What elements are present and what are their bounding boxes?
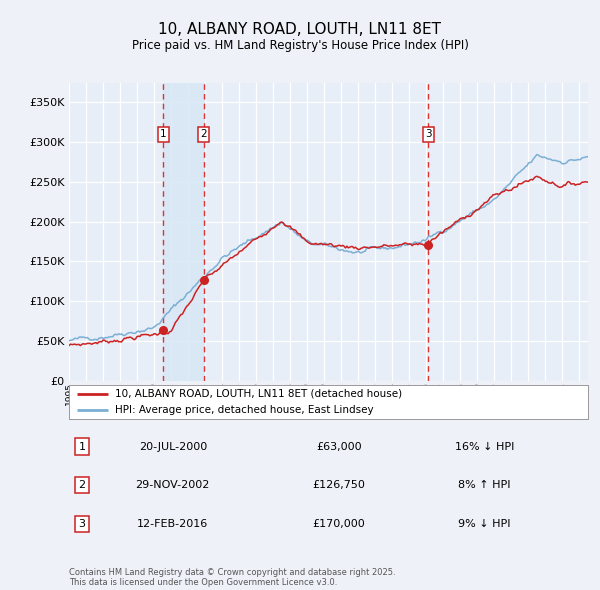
Text: 20-JUL-2000: 20-JUL-2000 <box>139 441 207 451</box>
Text: 8% ↑ HPI: 8% ↑ HPI <box>458 480 511 490</box>
Text: 3: 3 <box>79 519 85 529</box>
Text: 2: 2 <box>200 129 207 139</box>
Text: £170,000: £170,000 <box>313 519 365 529</box>
Text: £126,750: £126,750 <box>313 480 365 490</box>
Text: 10, ALBANY ROAD, LOUTH, LN11 8ET (detached house): 10, ALBANY ROAD, LOUTH, LN11 8ET (detach… <box>115 389 402 399</box>
Text: 16% ↓ HPI: 16% ↓ HPI <box>455 441 514 451</box>
Text: 12-FEB-2016: 12-FEB-2016 <box>137 519 208 529</box>
Text: 3: 3 <box>425 129 431 139</box>
Text: 1: 1 <box>160 129 167 139</box>
Text: 1: 1 <box>79 441 85 451</box>
Text: HPI: Average price, detached house, East Lindsey: HPI: Average price, detached house, East… <box>115 405 373 415</box>
Text: 9% ↓ HPI: 9% ↓ HPI <box>458 519 511 529</box>
Bar <box>163 83 203 381</box>
Text: £63,000: £63,000 <box>316 441 362 451</box>
Text: Contains HM Land Registry data © Crown copyright and database right 2025.
This d: Contains HM Land Registry data © Crown c… <box>69 568 395 587</box>
Text: 29-NOV-2002: 29-NOV-2002 <box>136 480 210 490</box>
Text: 10, ALBANY ROAD, LOUTH, LN11 8ET: 10, ALBANY ROAD, LOUTH, LN11 8ET <box>158 22 442 37</box>
Text: Price paid vs. HM Land Registry's House Price Index (HPI): Price paid vs. HM Land Registry's House … <box>131 39 469 52</box>
Text: 2: 2 <box>79 480 86 490</box>
